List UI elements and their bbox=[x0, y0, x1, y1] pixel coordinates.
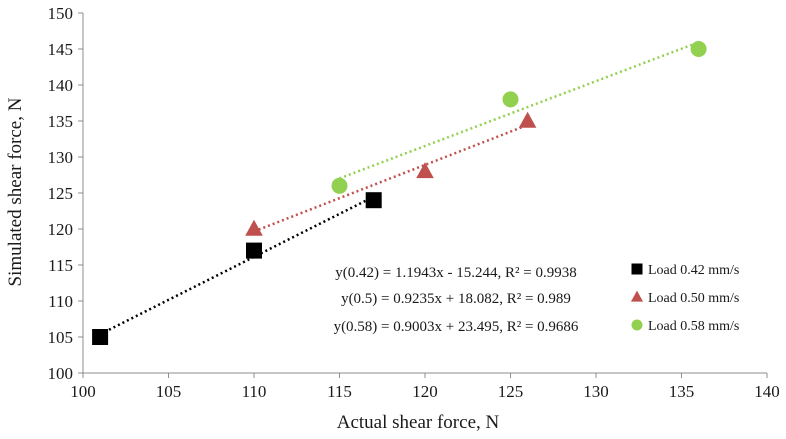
y-tick-label: 120 bbox=[48, 220, 74, 239]
legend-label-series-1: Load 0.42 mm/s bbox=[648, 263, 739, 278]
data-markers bbox=[92, 41, 707, 345]
y-tick-label: 140 bbox=[48, 76, 74, 95]
trendline-series-3 bbox=[339, 41, 700, 180]
legend-marker-series-1 bbox=[631, 263, 643, 275]
y-tick-label: 125 bbox=[48, 184, 74, 203]
y-tick-label: 110 bbox=[48, 292, 73, 311]
axes: 100 105 110 115 120 125 130 135 140 100 105 110 115 1… bbox=[48, 4, 780, 401]
regression-equation-series-2: y(0.5) = 0.9235x + 18.082, R² = 0.989 bbox=[341, 291, 571, 307]
legend-marker-series-3 bbox=[631, 319, 643, 331]
x-tick-label: 110 bbox=[242, 382, 267, 401]
legend-label-series-3: Load 0.58 mm/s bbox=[648, 319, 739, 334]
data-point-series-2 bbox=[416, 162, 434, 179]
trendlines bbox=[99, 41, 700, 336]
legend-marker-series-2 bbox=[630, 290, 644, 302]
x-tick-label: 105 bbox=[156, 382, 182, 401]
y-axis-title: Simulated shear force, N bbox=[5, 97, 26, 286]
y-tick-label: 150 bbox=[48, 4, 74, 23]
data-point-series-2 bbox=[245, 219, 263, 236]
data-point-series-3 bbox=[331, 177, 348, 194]
data-point-series-1 bbox=[246, 242, 262, 259]
x-axis-title: Actual shear force, N bbox=[337, 412, 500, 433]
regression-equations: y(0.42) = 1.1943x - 15.244, R² = 0.9938 y… bbox=[334, 265, 579, 335]
y-tick-label: 135 bbox=[48, 112, 74, 131]
y-tick-label: 130 bbox=[48, 148, 74, 167]
x-tick-label: 130 bbox=[583, 382, 609, 401]
y-tick-label: 115 bbox=[48, 256, 73, 275]
legend-label-series-2: Load 0.50 mm/s bbox=[648, 291, 739, 306]
regression-equation-series-3: y(0.58) = 0.9003x + 23.495, R² = 0.9686 bbox=[334, 319, 579, 335]
y-tick-label: 145 bbox=[48, 40, 74, 59]
x-tick-label: 125 bbox=[498, 382, 524, 401]
x-tick-label: 115 bbox=[327, 382, 352, 401]
trendline-series-2 bbox=[253, 123, 529, 233]
y-tick-label: 100 bbox=[48, 364, 74, 383]
data-point-series-1 bbox=[365, 192, 382, 209]
data-point-series-2 bbox=[518, 111, 537, 128]
regression-equation-series-1: y(0.42) = 1.1943x - 15.244, R² = 0.9938 bbox=[335, 265, 576, 281]
x-tick-label: 135 bbox=[669, 382, 695, 401]
x-tick-label: 100 bbox=[70, 382, 96, 401]
x-tick-label: 120 bbox=[412, 382, 438, 401]
y-tick-label: 105 bbox=[48, 328, 74, 347]
data-point-series-3 bbox=[690, 41, 707, 57]
legend: Load 0.42 mm/s Load 0.50 mm/s Load 0.58 mm… bbox=[630, 263, 739, 334]
x-tick-label: 140 bbox=[754, 382, 780, 401]
data-point-series-3 bbox=[502, 91, 519, 108]
trendline-series-1 bbox=[99, 195, 375, 336]
data-point-series-1 bbox=[92, 329, 109, 345]
